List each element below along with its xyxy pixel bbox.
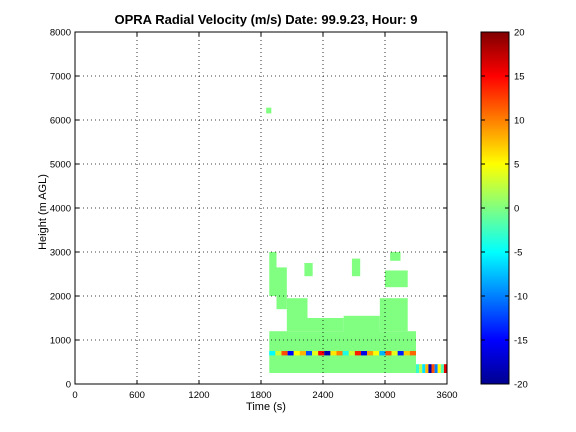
heatmap-cell	[330, 351, 337, 356]
y-tick-label: 8000	[50, 28, 71, 39]
heatmap-cell	[360, 351, 368, 356]
y-tick-label: 7000	[50, 72, 71, 83]
x-tick-label: 1200	[188, 390, 209, 401]
heatmap-region	[390, 252, 401, 261]
colorbar-tick-label: 20	[514, 28, 525, 39]
colorbar-tick-label: -10	[514, 292, 528, 303]
heatmap-cell	[434, 364, 438, 373]
heatmap-region	[385, 270, 408, 288]
heatmap-cell	[437, 364, 441, 373]
colorbar-tick-label: 15	[514, 72, 525, 83]
x-tick-label: 1800	[250, 390, 271, 401]
heatmap-cell	[281, 351, 288, 356]
heatmap-cell	[419, 364, 423, 373]
colorbar-gradient	[480, 31, 510, 385]
y-tick-label: 5000	[50, 160, 71, 171]
heatmap-cell	[275, 351, 282, 356]
heatmap-cell	[324, 351, 331, 356]
heatmap-cell	[293, 351, 300, 356]
heatmap-cell	[403, 351, 410, 356]
heatmap-cell	[287, 351, 294, 356]
x-tick-label: 3600	[436, 390, 457, 401]
heatmap-cell	[443, 364, 447, 373]
heatmap-cell	[312, 351, 319, 356]
y-axis-ticks: 0 1000 2000 3000 4000 5000 6000 7000 8000	[50, 28, 447, 391]
colorbar-tick-label: 5	[514, 160, 519, 171]
heatmap-region	[304, 263, 313, 277]
heatmap-region	[379, 298, 408, 332]
heatmap-region	[276, 267, 287, 310]
colorbar-tick-label: -20	[514, 380, 528, 391]
colorbar: -20 -15 -10 -5 0 5 10 15 20	[480, 28, 528, 391]
x-tick-label: 600	[129, 390, 145, 401]
heatmap-cell	[431, 364, 435, 373]
colorbar-tick-label: 0	[514, 204, 519, 215]
heatmap-cell	[425, 364, 429, 373]
heatmap-cell	[379, 351, 386, 356]
heatmap-cell	[397, 351, 404, 356]
y-axis-label: Height (m AGL)	[37, 174, 49, 250]
heatmap-cell	[422, 364, 426, 373]
chart-title: OPRA Radial Velocity (m/s) Date: 99.9.23…	[115, 12, 418, 27]
heatmap-region	[343, 315, 380, 336]
heatmap-region	[269, 252, 277, 296]
heatmap-region	[351, 258, 361, 277]
heatmap-cell	[342, 351, 349, 356]
heatmap-cell	[354, 351, 361, 356]
heatmap-cell	[348, 351, 355, 356]
colorbar-tick-label: -5	[514, 248, 522, 259]
x-tick-label: 2400	[312, 390, 333, 401]
heatmap-cell	[416, 364, 420, 373]
heatmap-region	[266, 107, 272, 114]
y-tick-label: 2000	[50, 292, 71, 303]
heatmap-cell	[299, 351, 306, 356]
heatmap-cell	[440, 364, 444, 373]
colorbar-tick-label: -15	[514, 336, 528, 347]
heatmap-cell	[373, 351, 380, 356]
heatmap-cell	[391, 351, 398, 356]
heatmap-cell	[428, 364, 432, 373]
heatmap-region	[307, 318, 344, 332]
heatmap-cell	[385, 351, 392, 356]
y-tick-label: 3000	[50, 248, 71, 259]
x-axis-ticks: 0 600 1200 1800 2400 3000 3600	[72, 32, 458, 401]
heatmap-region	[286, 298, 308, 332]
heatmap-cell	[305, 351, 313, 356]
y-tick-label: 4000	[50, 204, 71, 215]
colorbar-ticks: -20 -15 -10 -5 0 5 10 15 20	[481, 28, 528, 391]
heatmap-cells	[266, 107, 447, 373]
heatmap-cell	[318, 351, 325, 356]
x-tick-label: 0	[72, 390, 77, 401]
heatmap-cell	[269, 351, 276, 356]
heatmap-cell	[409, 351, 416, 356]
grid-lines	[75, 32, 447, 384]
x-tick-label: 3000	[374, 390, 395, 401]
plot-area: 0 600 1200 1800 2400 3000 3600 0 1000 2000 3000 40…	[50, 28, 458, 402]
colorbar-tick-label: 10	[514, 116, 525, 127]
y-tick-label: 0	[66, 380, 71, 391]
y-tick-label: 1000	[50, 336, 71, 347]
heatmap-cell	[336, 351, 343, 356]
y-tick-label: 6000	[50, 116, 71, 127]
x-axis-label: Time (s)	[246, 401, 286, 413]
heatmap-cell	[367, 351, 374, 356]
